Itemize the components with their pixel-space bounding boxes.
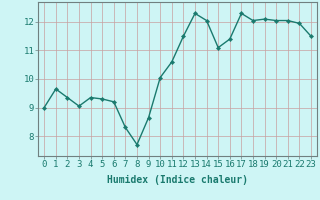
X-axis label: Humidex (Indice chaleur): Humidex (Indice chaleur)	[107, 175, 248, 185]
